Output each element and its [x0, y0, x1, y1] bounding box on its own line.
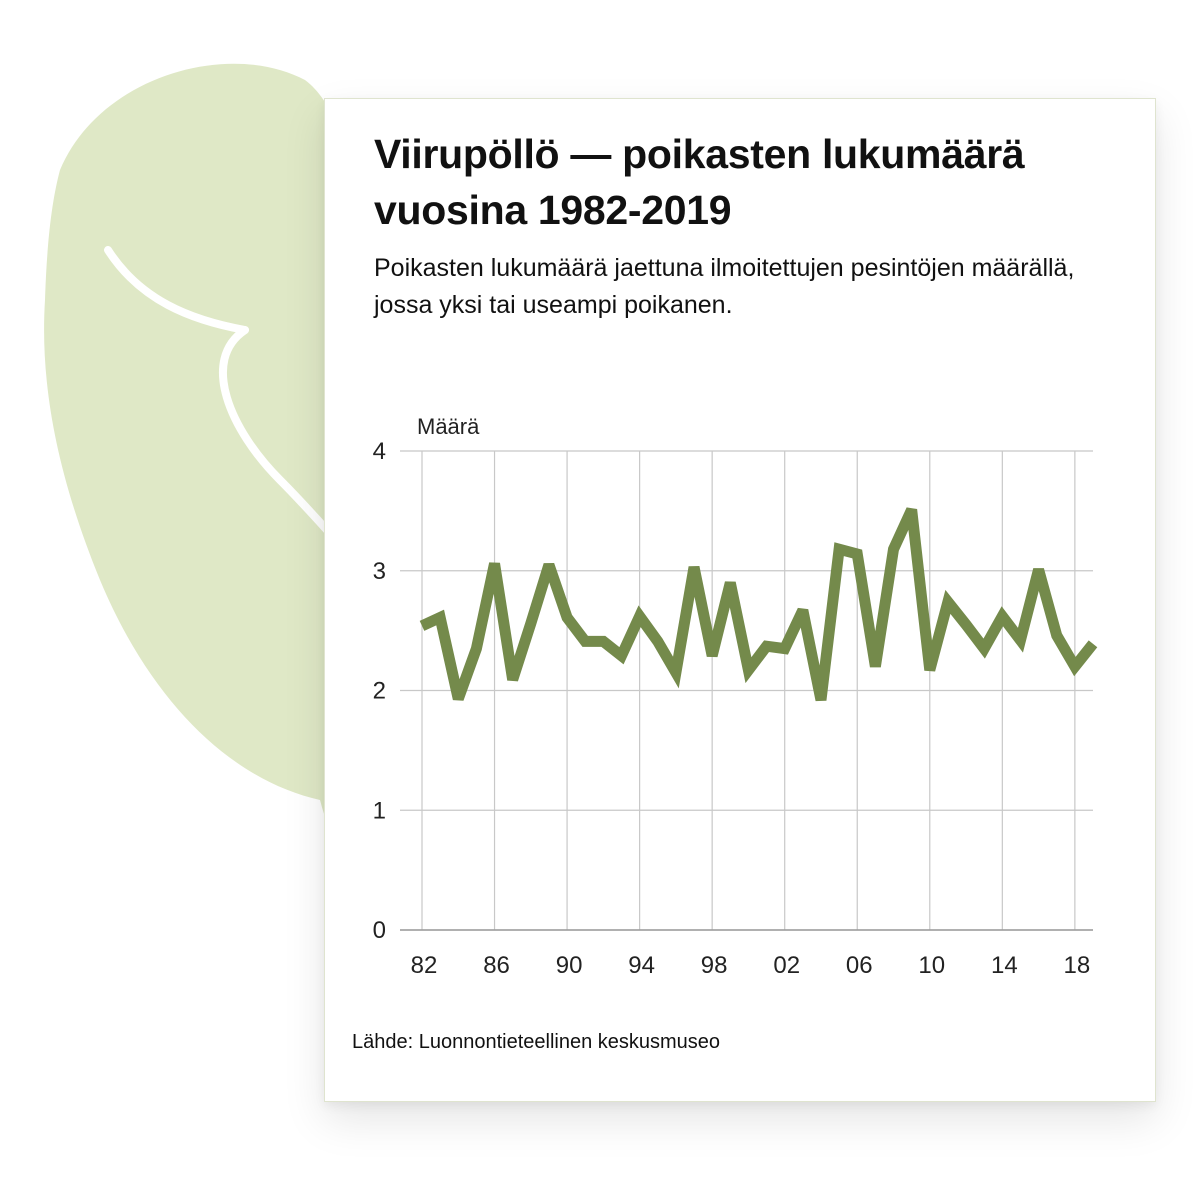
y-tick-label: 1 [373, 797, 386, 824]
x-tick-label: 02 [773, 952, 800, 979]
y-tick-label: 4 [373, 438, 386, 465]
y-tick-label: 2 [373, 678, 386, 705]
x-tick-label: 10 [918, 952, 945, 979]
chart-subtitle: Poikasten lukumäärä jaettuna ilmoitettuj… [374, 254, 1075, 319]
x-tick-label: 90 [556, 952, 583, 979]
y-axis-label: Määrä [417, 414, 480, 439]
x-tick-label: 98 [701, 952, 728, 979]
x-tick-label: 06 [846, 952, 873, 979]
source-note: Lähde: Luonnontieteellinen keskusmuseo [352, 1031, 721, 1053]
y-tick-label: 0 [373, 917, 386, 944]
y-tick-label: 3 [373, 558, 386, 585]
x-tick-label: 14 [991, 952, 1018, 979]
chart-title: Viirupöllö — poikasten lukumäärä vuosina… [374, 131, 1025, 233]
x-tick-label: 94 [628, 952, 655, 979]
x-tick-label: 18 [1064, 952, 1091, 979]
chart-card [324, 98, 1156, 1102]
data-series-line [419, 507, 1098, 702]
x-tick-label: 82 [411, 952, 438, 979]
x-tick-label: 86 [483, 952, 510, 979]
